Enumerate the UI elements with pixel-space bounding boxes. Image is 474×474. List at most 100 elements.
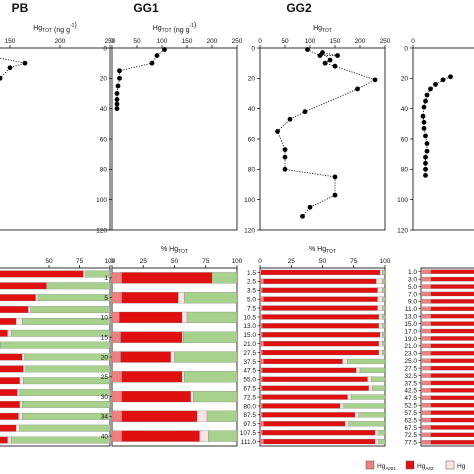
bar-segment-c [28, 306, 31, 313]
bar-segment-green [184, 292, 238, 304]
category-label: 47.5 [404, 395, 417, 402]
bar-segment-c [196, 410, 208, 422]
x-tick-label: 100 [157, 38, 168, 45]
bar-segment-green [23, 377, 111, 385]
bar-segment-green [382, 278, 386, 284]
bar-segment-c [367, 376, 372, 382]
x-axis-label-sub: TOT [326, 249, 336, 255]
bar-segment-c [356, 367, 361, 373]
category-label: 17.0 [404, 328, 417, 335]
bar-segment-green [37, 294, 111, 302]
category-label: 67.5 [243, 385, 256, 392]
data-point [282, 166, 288, 172]
bar-segment-a [420, 314, 432, 319]
bar-segment-c [199, 430, 209, 442]
data-point [282, 147, 288, 153]
bar-segment-green [382, 323, 386, 329]
profile-line [116, 49, 165, 109]
category-label: 5.0 [408, 284, 417, 291]
bar-segment-b [262, 385, 369, 391]
bar-segment-b [0, 365, 24, 373]
bar-segment-b [430, 336, 474, 341]
bar-segment-a [420, 432, 432, 438]
x-tick-label: 50 [319, 258, 327, 265]
bar-segment-a [111, 430, 123, 442]
bar-segment-c [339, 403, 344, 409]
bar-segment-green [30, 306, 111, 313]
bar-segment-a [420, 291, 432, 297]
data-point [302, 109, 308, 115]
category-label: 7.5 [247, 305, 256, 312]
bar-segment-green [174, 351, 238, 363]
bar-segment-a [111, 272, 123, 284]
bar-segment-c [7, 329, 12, 337]
data-point [0, 75, 3, 81]
data-point [423, 98, 428, 104]
y-tick-label: 100 [96, 197, 107, 204]
bar-segment-b [430, 328, 474, 334]
data-point [423, 133, 428, 139]
bar-segment-c [19, 401, 23, 408]
legend-swatch-a [365, 460, 375, 470]
bar-segment-a [420, 343, 432, 349]
bar-segment-a [259, 269, 262, 276]
bar-segment-green [0, 341, 111, 349]
category-label: 72.5 [404, 432, 417, 439]
bar-segment-green [22, 318, 111, 325]
data-point [421, 119, 427, 125]
y-tick-label: 0 [103, 45, 107, 52]
bar-segment-green [371, 376, 386, 382]
bar-segment-a [420, 269, 432, 274]
y-tick-label: 120 [244, 227, 255, 234]
bar-segment-b [430, 440, 474, 445]
bar-segment-b [430, 373, 474, 378]
bar-segment-a [111, 292, 123, 304]
data-point [114, 106, 120, 112]
x-axis-label-xlabel_end: ) [74, 22, 76, 29]
x-axis-label: % HgTOT [161, 246, 188, 255]
fraction-P4-frac [418, 267, 474, 447]
x-axis-label-xlabel: Hg [33, 25, 42, 32]
x-tick-label: 200 [55, 38, 66, 45]
bar-segment-c [23, 365, 26, 373]
x-tick-label: 150 [5, 38, 16, 45]
bar-segment-green [382, 296, 386, 302]
y-tick-label: 80 [100, 167, 108, 174]
bar-segment-c [374, 438, 379, 445]
x-axis-label: HgTOT (ng g-1) [153, 22, 197, 34]
category-label: 30 [101, 394, 109, 401]
bar-segment-a [420, 328, 432, 334]
bar-segment-b [121, 371, 183, 383]
bar-segment-c [378, 341, 383, 347]
bar-segment-green [347, 358, 386, 365]
y-tick-label: 120 [96, 227, 107, 234]
bar-segment-green [348, 421, 386, 427]
bar-segment-b [430, 417, 474, 423]
bar-segment-b [262, 287, 378, 293]
bar-segment-b [0, 389, 18, 396]
bar-segment-a [111, 410, 123, 422]
bar-segment-b [263, 341, 379, 347]
bar-segment-c [83, 270, 86, 278]
category-label: 15.0 [404, 321, 417, 328]
data-point [7, 65, 13, 71]
bar-segment-c [377, 287, 383, 293]
profile-GG1 [109, 45, 238, 231]
bar-segment-c [379, 269, 383, 276]
data-point [440, 77, 446, 83]
category-label: 13.0 [404, 314, 417, 321]
bar-segment-b [430, 388, 474, 393]
x-tick-label: 50 [171, 258, 179, 265]
data-point [335, 53, 340, 58]
bar-segment-a [111, 331, 121, 343]
bar-segment-c [379, 332, 383, 338]
x-tick-label: 25 [140, 258, 148, 265]
bar-segment-green [382, 314, 386, 320]
bar-segment-green [22, 412, 111, 420]
data-point [423, 166, 428, 172]
category-label: 10 [101, 315, 109, 322]
bar-segment-b [263, 296, 378, 302]
category-label: 1.0 [408, 269, 417, 276]
data-point [448, 74, 453, 80]
bar-segment-b [263, 278, 377, 284]
